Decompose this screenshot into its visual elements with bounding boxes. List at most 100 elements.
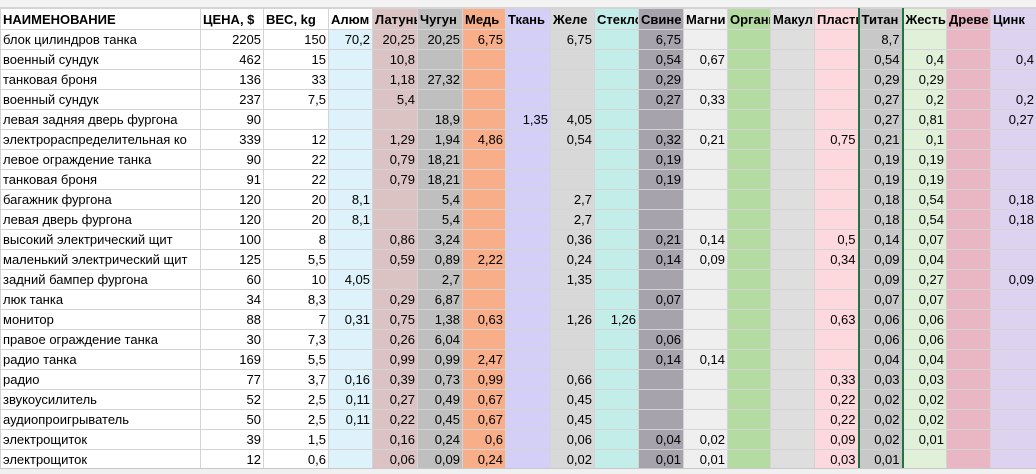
value-cell[interactable]: 0,29 — [857, 69, 904, 90]
value-cell[interactable] — [814, 29, 859, 50]
value-cell[interactable] — [990, 229, 1036, 250]
value-cell[interactable]: 0,24 — [462, 449, 506, 470]
value-cell[interactable]: 0,4 — [902, 49, 947, 70]
value-cell[interactable] — [462, 169, 506, 190]
header-cell[interactable]: ВЕС, kg — [263, 8, 329, 30]
value-cell[interactable] — [462, 109, 506, 130]
value-cell[interactable]: 339 — [200, 129, 264, 150]
value-cell[interactable]: 5,5 — [263, 249, 329, 270]
value-cell[interactable]: 0,06 — [372, 449, 418, 470]
value-cell[interactable] — [594, 289, 639, 310]
value-cell[interactable] — [814, 109, 859, 130]
value-cell[interactable] — [946, 109, 991, 130]
value-cell[interactable] — [505, 329, 551, 350]
value-cell[interactable]: 0,63 — [814, 309, 859, 330]
value-cell[interactable] — [727, 409, 771, 430]
value-cell[interactable] — [770, 309, 815, 330]
value-cell[interactable] — [550, 69, 595, 90]
value-cell[interactable]: 6,75 — [462, 29, 506, 50]
value-cell[interactable]: 0,02 — [683, 429, 728, 450]
value-cell[interactable] — [328, 449, 373, 470]
value-cell[interactable]: 90 — [200, 149, 264, 170]
value-cell[interactable]: 0,2 — [990, 89, 1036, 110]
value-cell[interactable] — [505, 249, 551, 270]
value-cell[interactable]: 0,06 — [857, 329, 904, 350]
value-cell[interactable]: 136 — [200, 69, 264, 90]
value-cell[interactable] — [505, 29, 551, 50]
value-cell[interactable] — [814, 289, 859, 310]
value-cell[interactable]: 15 — [263, 49, 329, 70]
value-cell[interactable] — [990, 129, 1036, 150]
value-cell[interactable] — [550, 49, 595, 70]
value-cell[interactable]: 0,32 — [638, 129, 684, 150]
name-cell[interactable]: аудиопроигрыватель — [0, 409, 201, 430]
value-cell[interactable]: 462 — [200, 49, 264, 70]
value-cell[interactable]: 0,75 — [814, 129, 859, 150]
value-cell[interactable]: 1,18 — [372, 69, 418, 90]
value-cell[interactable]: 0,11 — [328, 389, 373, 410]
value-cell[interactable] — [946, 29, 991, 50]
value-cell[interactable] — [770, 349, 815, 370]
value-cell[interactable] — [462, 289, 506, 310]
value-cell[interactable]: 1,38 — [417, 309, 463, 330]
value-cell[interactable] — [946, 449, 991, 470]
value-cell[interactable]: 1,94 — [417, 129, 463, 150]
value-cell[interactable]: 0,03 — [857, 369, 904, 390]
value-cell[interactable]: 0,31 — [328, 309, 373, 330]
value-cell[interactable] — [505, 229, 551, 250]
value-cell[interactable]: 0,22 — [814, 409, 859, 430]
value-cell[interactable] — [328, 349, 373, 370]
value-cell[interactable] — [814, 269, 859, 290]
value-cell[interactable]: 0,54 — [550, 129, 595, 150]
value-cell[interactable] — [328, 429, 373, 450]
value-cell[interactable] — [594, 129, 639, 150]
value-cell[interactable]: 0,21 — [683, 129, 728, 150]
name-cell[interactable]: монитор — [0, 309, 201, 330]
value-cell[interactable] — [727, 89, 771, 110]
value-cell[interactable]: 0,49 — [417, 389, 463, 410]
value-cell[interactable]: 0,27 — [902, 269, 947, 290]
value-cell[interactable] — [814, 49, 859, 70]
value-cell[interactable]: 20,25 — [417, 29, 463, 50]
value-cell[interactable] — [990, 349, 1036, 370]
value-cell[interactable]: 100 — [200, 229, 264, 250]
value-cell[interactable]: 2,7 — [550, 189, 595, 210]
value-cell[interactable] — [594, 89, 639, 110]
value-cell[interactable]: 0,19 — [638, 149, 684, 170]
value-cell[interactable]: 0,06 — [902, 329, 947, 350]
value-cell[interactable]: 0,99 — [372, 349, 418, 370]
value-cell[interactable]: 90 — [200, 109, 264, 130]
value-cell[interactable] — [990, 369, 1036, 390]
value-cell[interactable] — [594, 29, 639, 50]
value-cell[interactable] — [946, 229, 991, 250]
value-cell[interactable] — [770, 109, 815, 130]
value-cell[interactable]: 0,54 — [902, 189, 947, 210]
value-cell[interactable] — [770, 449, 815, 470]
value-cell[interactable]: 1,26 — [550, 309, 595, 330]
value-cell[interactable]: 0,01 — [683, 449, 728, 470]
value-cell[interactable]: 0,34 — [814, 249, 859, 270]
value-cell[interactable] — [328, 129, 373, 150]
value-cell[interactable] — [683, 329, 728, 350]
value-cell[interactable]: 0,79 — [372, 149, 418, 170]
value-cell[interactable] — [505, 129, 551, 150]
value-cell[interactable] — [946, 189, 991, 210]
value-cell[interactable]: 0,02 — [857, 429, 904, 450]
value-cell[interactable] — [505, 449, 551, 470]
value-cell[interactable]: 0,14 — [638, 349, 684, 370]
value-cell[interactable]: 10 — [263, 269, 329, 290]
value-cell[interactable]: 8,1 — [328, 209, 373, 230]
value-cell[interactable] — [770, 129, 815, 150]
value-cell[interactable]: 0,14 — [638, 249, 684, 270]
value-cell[interactable]: 0,6 — [263, 449, 329, 470]
name-cell[interactable]: люк танка — [0, 289, 201, 310]
value-cell[interactable]: 77 — [200, 369, 264, 390]
value-cell[interactable]: 50 — [200, 409, 264, 430]
value-cell[interactable] — [946, 69, 991, 90]
value-cell[interactable] — [550, 149, 595, 170]
value-cell[interactable]: 0,18 — [990, 209, 1036, 230]
value-cell[interactable]: 0,09 — [857, 249, 904, 270]
value-cell[interactable]: 12 — [200, 449, 264, 470]
value-cell[interactable] — [946, 349, 991, 370]
value-cell[interactable]: 4,05 — [328, 269, 373, 290]
